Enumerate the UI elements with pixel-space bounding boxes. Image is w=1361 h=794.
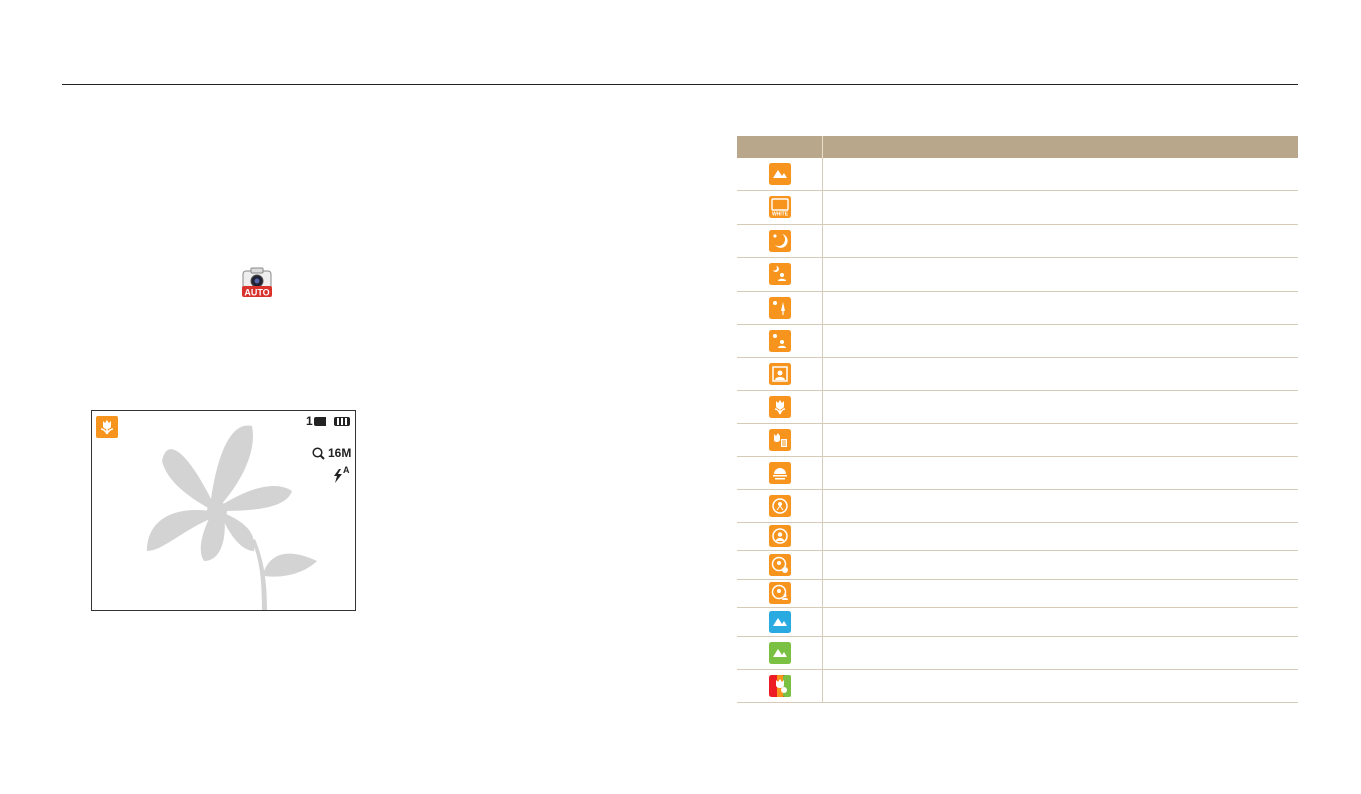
white-label: WHITE [771, 212, 788, 218]
zoom-magnifier-icon [312, 447, 325, 460]
mode-description [822, 522, 1298, 551]
header-icon [737, 136, 823, 158]
mode-description [822, 669, 1298, 703]
mode-icon-cell [737, 579, 823, 608]
mode-description [822, 291, 1298, 325]
mode-description [822, 224, 1298, 258]
mode-description [822, 489, 1298, 523]
table-row [737, 291, 1298, 325]
battery-icon [334, 417, 350, 426]
table-row [737, 489, 1298, 523]
action-backlight-icon [768, 582, 791, 604]
flash-mode: A [343, 465, 350, 475]
macro-flower-icon [96, 416, 118, 438]
table-row [737, 636, 1298, 670]
action-portrait-icon [768, 553, 791, 576]
mode-icon-cell [737, 390, 823, 424]
mode-description [822, 550, 1298, 580]
mode-description [822, 636, 1298, 670]
macro-icon [768, 395, 791, 418]
mode-description [822, 357, 1298, 391]
mode-icon-cell [737, 257, 823, 292]
table-row [737, 224, 1298, 258]
mode-icon-cell [737, 158, 823, 191]
natural-green-icon [768, 641, 791, 664]
scene-mode-table: WHITE [737, 136, 1298, 703]
smart-auto-camera-icon: AUTO [241, 266, 273, 298]
night-icon [768, 229, 791, 252]
blue-sky-icon [768, 610, 791, 633]
flower-silhouette [147, 425, 317, 610]
table-row [737, 357, 1298, 391]
night-portrait-icon [768, 263, 791, 285]
mode-icon-cell [737, 423, 823, 457]
mode-description [822, 324, 1298, 358]
table-row [737, 390, 1298, 424]
tripod-icon [768, 494, 791, 517]
mode-icon-cell [737, 522, 823, 551]
auto-label: AUTO [244, 288, 269, 298]
table-row [737, 456, 1298, 490]
mode-icon-cell [737, 489, 823, 523]
mode-description [822, 158, 1298, 191]
table-row: WHITE [737, 190, 1298, 225]
mode-icon-cell [737, 550, 823, 580]
mode-description [822, 579, 1298, 608]
table-header [737, 136, 1298, 158]
mode-icon-cell [737, 669, 823, 703]
table-row [737, 579, 1298, 608]
resolution-indicator: 16M [328, 446, 352, 460]
mode-icon-cell [737, 224, 823, 258]
mode-description [822, 390, 1298, 424]
memory-card-icon [314, 417, 326, 426]
macro-color-icon [768, 674, 791, 697]
sunset-icon [768, 461, 791, 484]
mode-icon-cell [737, 456, 823, 490]
mode-description [822, 607, 1298, 637]
table-row [737, 324, 1298, 358]
action-icon [768, 525, 791, 547]
table-row [737, 257, 1298, 292]
table-row [737, 158, 1298, 191]
landscape-icon [768, 162, 791, 185]
shots-remaining: 1 [306, 414, 313, 428]
table-row [737, 607, 1298, 637]
mode-icon-cell: WHITE [737, 190, 823, 225]
portrait-icon [768, 362, 791, 385]
white-icon: WHITE [768, 196, 791, 218]
header-rule [62, 84, 1298, 85]
flash-icon [333, 469, 343, 483]
header-description [822, 136, 1298, 158]
mode-description [822, 257, 1298, 292]
table-row [737, 550, 1298, 580]
mode-icon-cell [737, 636, 823, 670]
mode-description [822, 190, 1298, 225]
table-row [737, 423, 1298, 457]
night-landscape-icon [768, 296, 791, 319]
macro-text-icon [768, 428, 791, 451]
mode-icon-cell [737, 357, 823, 391]
backlight-portrait-icon [768, 329, 791, 352]
mode-description [822, 423, 1298, 457]
mode-icon-cell [737, 291, 823, 325]
table-row [737, 522, 1298, 551]
mode-description [822, 456, 1298, 490]
viewfinder-preview: 1 16M A [91, 410, 356, 611]
mode-icon-cell [737, 607, 823, 637]
mode-icon-cell [737, 324, 823, 358]
table-row [737, 669, 1298, 703]
